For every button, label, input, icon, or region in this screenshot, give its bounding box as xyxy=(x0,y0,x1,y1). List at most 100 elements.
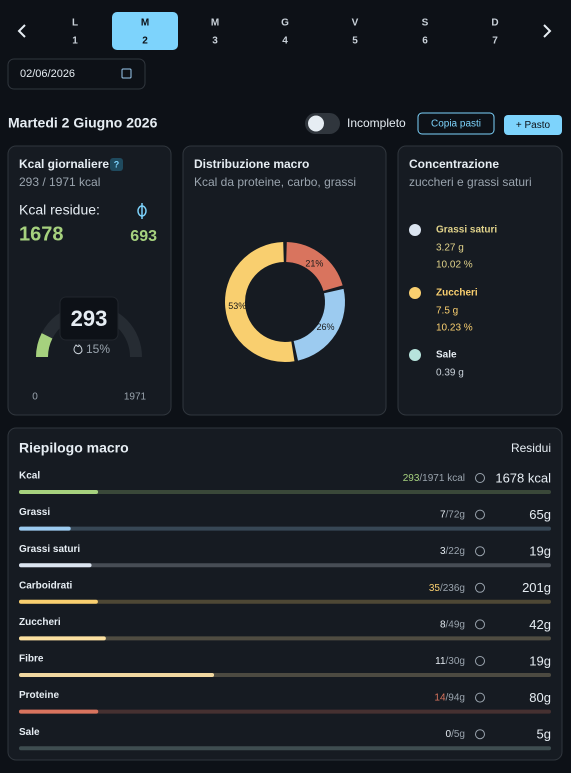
row-remaining: 19g xyxy=(529,544,551,559)
row-target: /49g xyxy=(446,619,465,630)
day-letter[interactable]: V xyxy=(352,18,359,29)
day-number[interactable]: 2 xyxy=(142,36,148,47)
row-clock[interactable] xyxy=(475,473,485,483)
row-amount: 7/72g xyxy=(440,509,465,520)
bar-track xyxy=(19,599,551,604)
day-number[interactable]: 5 xyxy=(352,36,358,47)
row-name: Carboidrati xyxy=(19,580,73,591)
add-button[interactable] xyxy=(504,115,562,135)
donut-label: 21% xyxy=(305,258,323,268)
bar-track xyxy=(19,709,551,714)
bar-track xyxy=(19,746,551,751)
concentration-dot xyxy=(409,224,421,236)
macro-subtitle: Kcal da proteine, carbo, grassi xyxy=(194,175,356,189)
concentration-card xyxy=(397,145,563,416)
row-name: Zuccheri xyxy=(19,617,61,628)
row-target: /236g xyxy=(440,582,465,593)
secondary-value: 693 xyxy=(130,228,157,245)
day-number[interactable]: 1 xyxy=(72,36,78,47)
row-clock[interactable] xyxy=(475,619,485,630)
day-number[interactable]: 6 xyxy=(422,36,428,47)
row-amount: 11/30g xyxy=(435,656,465,667)
day-letter[interactable]: M xyxy=(141,18,149,29)
gauge-max: 1971 xyxy=(124,392,147,403)
concentration-name: Zuccheri xyxy=(436,288,478,299)
day-letter[interactable]: L xyxy=(72,18,78,29)
row-amount: 14/94g xyxy=(434,692,465,703)
calendar-icon xyxy=(121,68,132,79)
row-name: Sale xyxy=(19,727,40,738)
row-consumed: 0 xyxy=(446,729,452,740)
day-letter[interactable]: M xyxy=(211,18,219,29)
copy-button-text: Copia pasti xyxy=(431,119,481,130)
day-number[interactable]: 4 xyxy=(282,36,288,47)
row-target: /22g xyxy=(446,546,465,557)
day-letter[interactable]: S xyxy=(422,18,429,29)
day-number[interactable]: 3 xyxy=(212,36,218,47)
summary-title: Riepilogo macro xyxy=(19,440,129,456)
row-remaining: 1678 kcal xyxy=(495,470,551,485)
row-name: Proteine xyxy=(19,690,59,701)
bar-fill xyxy=(19,673,215,677)
day-number[interactable]: 7 xyxy=(492,36,498,47)
concentration-percent: 10.23 % xyxy=(436,323,473,334)
help-badge[interactable] xyxy=(110,158,123,171)
row-target: /94g xyxy=(446,692,465,703)
row-target: /1971 kcal xyxy=(419,473,465,484)
donut-label: 26% xyxy=(317,322,335,332)
concentration-dot xyxy=(409,349,421,361)
row-consumed: 8 xyxy=(440,619,446,630)
concentration-subtitle: zuccheri e grassi saturi xyxy=(409,175,532,189)
concentration-amount: 3.27 g xyxy=(436,243,464,254)
concentration-name: Sale xyxy=(436,350,457,361)
row-name: Kcal xyxy=(19,471,40,482)
row-clock[interactable] xyxy=(475,546,485,557)
day-selected[interactable] xyxy=(112,12,178,50)
macro-card xyxy=(182,145,387,416)
bar-fill xyxy=(19,599,98,604)
row-clock[interactable] xyxy=(475,509,485,520)
donut-segment xyxy=(225,242,295,362)
row-clock[interactable] xyxy=(475,692,485,703)
bar-fill xyxy=(19,636,106,641)
row-clock[interactable] xyxy=(475,656,485,666)
row-consumed: 7 xyxy=(440,509,446,520)
concentration-amount: 7.5 g xyxy=(436,306,458,317)
concentration-title: Concentrazione xyxy=(409,157,499,171)
date-input[interactable] xyxy=(7,58,146,90)
row-target: /72g xyxy=(446,509,465,520)
donut-label: 53% xyxy=(228,301,246,311)
row-target: /5g xyxy=(451,729,465,740)
day-letter[interactable]: G xyxy=(281,18,289,29)
date-text: 02/06/2026 xyxy=(20,68,75,80)
prev-week[interactable] xyxy=(17,24,26,38)
toggle-label: Incompleto xyxy=(347,116,406,130)
concentration-percent: 10.02 % xyxy=(436,260,473,271)
row-amount: 35/236g xyxy=(429,582,465,593)
bar-track xyxy=(19,563,551,568)
day-title: Martedi 2 Giugno 2026 xyxy=(8,115,158,131)
bar-track xyxy=(19,526,551,531)
row-amount: 0/5g xyxy=(446,729,465,740)
row-amount: 3/22g xyxy=(440,546,465,557)
row-remaining: 201g xyxy=(522,580,551,595)
bar-fill xyxy=(19,490,99,494)
row-clock[interactable] xyxy=(475,729,485,740)
row-clock[interactable] xyxy=(475,582,485,593)
copy-button[interactable] xyxy=(417,112,495,135)
bar-fill xyxy=(19,563,92,568)
day-letter[interactable]: D xyxy=(491,18,498,29)
row-name: Grassi xyxy=(19,507,50,518)
bar-track xyxy=(19,490,551,494)
gauge-box xyxy=(59,296,119,341)
macro-title: Distribuzione macro xyxy=(194,157,309,171)
row-remaining: 65g xyxy=(529,507,551,522)
flame-icon xyxy=(73,344,83,355)
row-name: Fibre xyxy=(19,654,44,665)
next-week[interactable] xyxy=(543,24,552,38)
row-remaining: 5g xyxy=(537,727,551,742)
bar-fill xyxy=(19,526,71,531)
bar-track xyxy=(19,636,551,641)
row-name: Grassi saturi xyxy=(19,544,80,555)
